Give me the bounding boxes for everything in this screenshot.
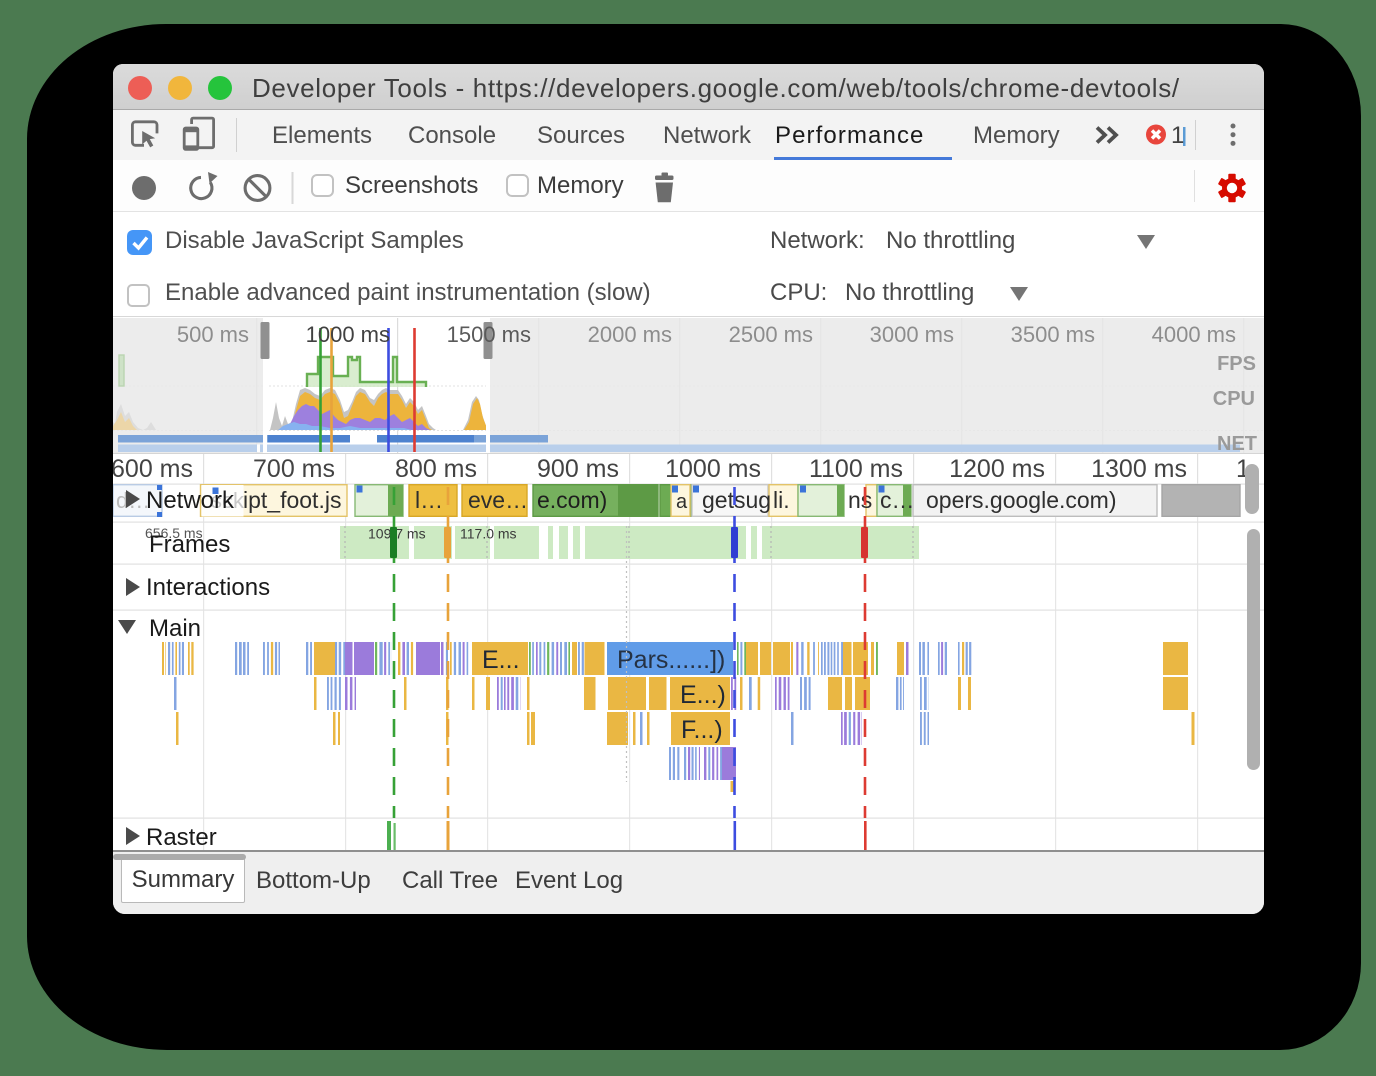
svg-text:700 ms: 700 ms (253, 455, 335, 483)
svg-text:4000 ms: 4000 ms (1152, 322, 1236, 347)
svg-text:500 ms: 500 ms (177, 322, 249, 347)
svg-text:Main: Main (149, 615, 201, 642)
svg-text:CPU: CPU (1213, 388, 1255, 410)
svg-text:1100 ms: 1100 ms (809, 455, 903, 483)
svg-text:Frames: Frames (149, 531, 230, 558)
svg-text:li.: li. (773, 487, 790, 513)
svg-text:e.com): e.com) (537, 487, 607, 513)
svg-text:l…: l… (415, 487, 443, 513)
svg-text:600 ms: 600 ms (113, 455, 193, 483)
svg-text:F...): F...) (681, 716, 723, 744)
svg-text:3000 ms: 3000 ms (870, 322, 954, 347)
svg-text:900 ms: 900 ms (537, 455, 619, 483)
svg-text:1200 ms: 1200 ms (949, 455, 1045, 483)
svg-text:E...): E...) (680, 681, 726, 709)
svg-text:FPS: FPS (1217, 353, 1256, 375)
svg-text:2000 ms: 2000 ms (588, 322, 672, 347)
svg-text:117.0 ms: 117.0 ms (460, 526, 517, 542)
svg-text:Interactions: Interactions (146, 574, 270, 601)
svg-text:656.5 ms: 656.5 ms (145, 525, 203, 541)
svg-text:3500 ms: 3500 ms (1011, 322, 1095, 347)
svg-text:eve…: eve… (468, 487, 528, 513)
svg-text:a: a (676, 491, 688, 513)
svg-text:c…: c… (880, 487, 915, 513)
svg-text:1500 ms: 1500 ms (447, 322, 531, 347)
svg-text:Network: Network (146, 487, 235, 514)
svg-text:E...: E... (482, 646, 520, 674)
svg-text:NET: NET (1217, 433, 1257, 453)
svg-text:800 ms: 800 ms (395, 455, 477, 483)
svg-text:ns: ns (848, 487, 872, 513)
svg-text:Raster: Raster (146, 824, 217, 851)
svg-text:1000 ms: 1000 ms (665, 455, 761, 483)
svg-text:Pars......]): Pars......]) (617, 646, 725, 674)
svg-text:opers.google.com): opers.google.com) (926, 487, 1117, 513)
svg-text:1000 ms: 1000 ms (306, 322, 390, 347)
svg-text:1300 ms: 1300 ms (1091, 455, 1187, 483)
svg-text:2500 ms: 2500 ms (729, 322, 813, 347)
svg-text:ipt_foot.js: ipt_foot.js (243, 487, 341, 513)
svg-text:getsug: getsug (702, 487, 771, 513)
